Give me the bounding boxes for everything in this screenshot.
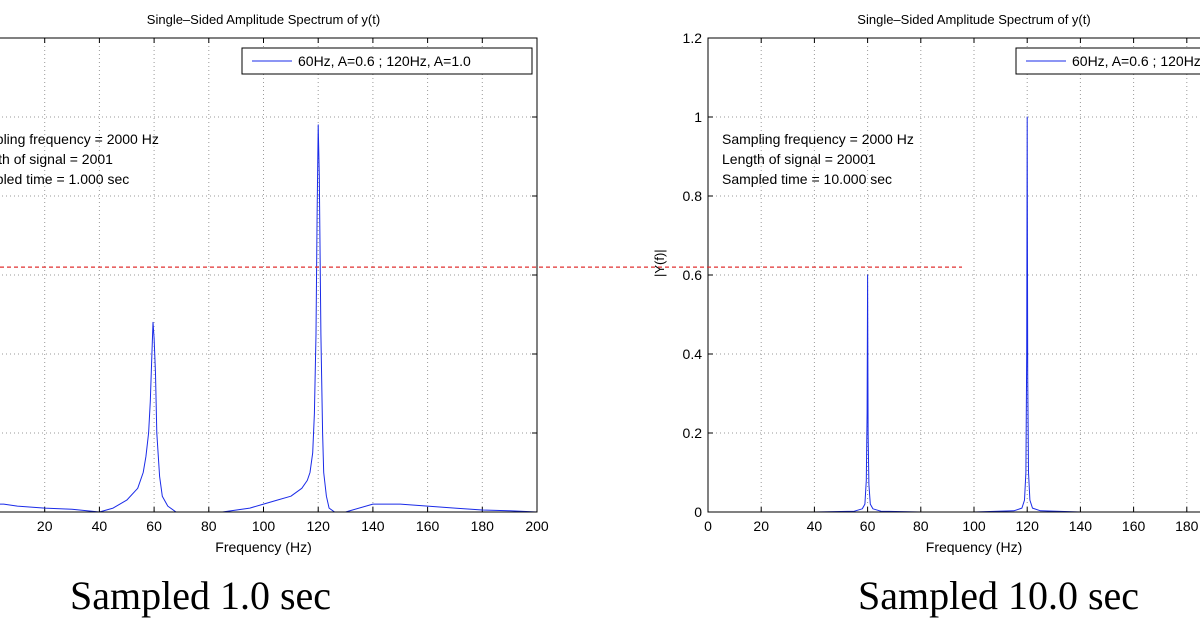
right-chart: 02040608010012014016018020000.20.40.60.8… [652,12,1200,555]
x-tick-label: 80 [201,518,217,534]
legend-label: 60Hz, A=0.6 ; 120Hz, A=1.0 [298,53,471,69]
y-tick-label: 1 [694,109,702,125]
left-series-line [0,124,537,512]
right-annotation-line: Sampled time = 10.000 sec [722,171,892,187]
x-tick-label: 140 [361,518,385,534]
y-tick-label: 0.2 [683,425,703,441]
x-tick-label: 60 [860,518,876,534]
x-tick-label: 200 [525,518,549,534]
y-tick-label: 0.6 [683,267,703,283]
left-caption: Sampled 1.0 sec [70,573,332,618]
right-legend: 60Hz, A=0.6 ; 120Hz, A=1.0 [1015,47,1200,75]
x-tick-label: 100 [962,518,986,534]
right-chart-title: Single–Sided Amplitude Spectrum of y(t) [857,12,1090,27]
left-legend: 60Hz, A=0.6 ; 120Hz, A=1.0 [241,47,533,75]
x-tick-label: 0 [704,518,712,534]
y-tick-label: 0.4 [683,346,703,362]
x-tick-label: 40 [92,518,108,534]
x-tick-label: 180 [1175,518,1199,534]
right-series-line [708,116,1200,512]
y-tick-label: 0 [694,504,702,520]
left-axes-box [0,37,538,513]
left-annotation-line: Sampled time = 1.000 sec [0,171,129,187]
y-tick-label: 1.2 [683,30,703,46]
right-annotation-line: Sampling frequency = 2000 Hz [722,131,914,147]
x-tick-label: 120 [307,518,331,534]
x-tick-label: 120 [1016,518,1040,534]
x-tick-label: 140 [1069,518,1093,534]
right-axes-box [707,37,1200,513]
right-grid [708,38,1200,512]
x-tick-label: 80 [913,518,929,534]
x-tick-label: 20 [37,518,53,534]
right-caption: Sampled 10.0 sec [858,573,1140,618]
left-annotation-line: Length of signal = 2001 [0,151,113,167]
left-x-axis-label: Frequency (Hz) [215,539,311,555]
x-tick-label: 40 [807,518,823,534]
y-tick-label: 0.8 [683,188,703,204]
right-x-axis-label: Frequency (Hz) [926,539,1022,555]
x-tick-label: 180 [471,518,495,534]
x-tick-label: 160 [1122,518,1146,534]
left-chart-title: Single–Sided Amplitude Spectrum of y(t) [147,12,380,27]
legend-label: 60Hz, A=0.6 ; 120Hz, A=1.0 [1072,53,1200,69]
right-annotation-line: Length of signal = 20001 [722,151,876,167]
left-chart: 02040608010012014016018020000.20.40.60.8… [0,12,549,555]
x-tick-label: 160 [416,518,440,534]
left-grid [0,38,537,512]
x-tick-label: 60 [146,518,162,534]
x-tick-label: 100 [252,518,276,534]
left-annotation-line: Sampling frequency = 2000 Hz [0,131,159,147]
right-y-axis-label: |Y(f)| [652,249,667,277]
x-tick-label: 20 [753,518,769,534]
